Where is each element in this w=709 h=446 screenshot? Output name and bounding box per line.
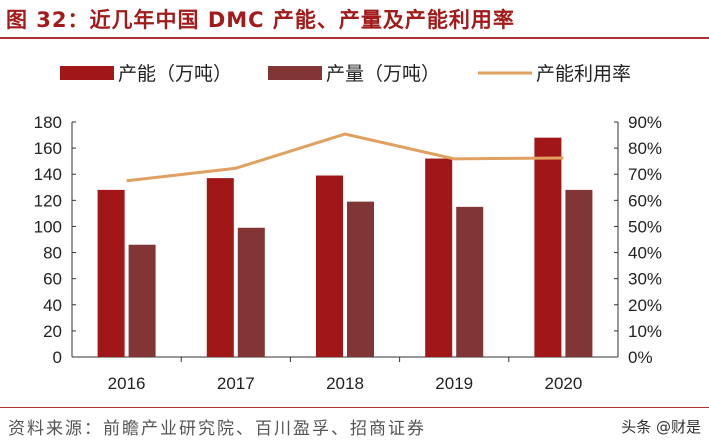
left-tick-label: 60 [43,270,62,289]
title-divider [0,37,709,39]
x-tick-label: 2020 [544,374,582,393]
right-tick-label: 70% [628,165,662,184]
right-tick-label: 50% [628,217,662,236]
left-tick-label: 160 [34,139,62,158]
bar-production [565,189,593,357]
bar-capacity [206,178,234,357]
left-tick-label: 120 [34,191,62,210]
figure-title: 图 32：近几年中国 DMC 产能、产量及产能利用率 [6,8,515,32]
right-tick-label: 30% [628,270,662,289]
bar-capacity [534,137,562,357]
legend-label: 产能（万吨） [118,63,232,85]
bar-production [456,206,484,357]
left-tick-label: 0 [53,348,62,367]
right-tick-label: 40% [628,244,662,263]
left-tick-label: 140 [34,165,62,184]
footer-divider [0,407,709,408]
bar-capacity [425,158,453,357]
right-tick-label: 10% [628,322,662,341]
right-tick-label: 80% [628,139,662,158]
legend-swatch [268,66,322,80]
watermark: 头条 @财是 [621,418,701,436]
bar-production [237,227,265,357]
source-note: 资料来源：前瞻产业研究院、百川盈孚、招商证券 [8,419,426,439]
legend-label: 产能利用率 [536,63,631,85]
left-tick-label: 80 [43,244,62,263]
utilization-line [126,132,564,183]
left-tick-label: 40 [43,296,62,315]
bar-production [347,201,374,357]
bar-capacity [97,189,125,357]
right-tick-label: 90% [628,113,662,132]
bar-production [128,244,156,357]
left-tick-label: 180 [34,113,62,132]
chart: 0 20 40 60 80 100 120 140 160 180 0% 10% 20% 30% 40% 50… [34,63,662,393]
left-tick-label: 100 [34,217,62,236]
left-tick-label: 20 [43,322,62,341]
right-tick-label: 20% [628,296,662,315]
x-tick-label: 2017 [217,374,255,393]
right-tick-label: 0% [628,348,653,367]
right-tick-label: 60% [628,191,662,210]
legend-swatch [60,66,114,80]
x-tick-label: 2019 [435,374,473,393]
legend-label: 产量（万吨） [326,63,440,85]
bar-capacity [316,175,343,357]
x-tick-label: 2016 [108,374,146,393]
x-tick-label: 2018 [326,374,364,393]
